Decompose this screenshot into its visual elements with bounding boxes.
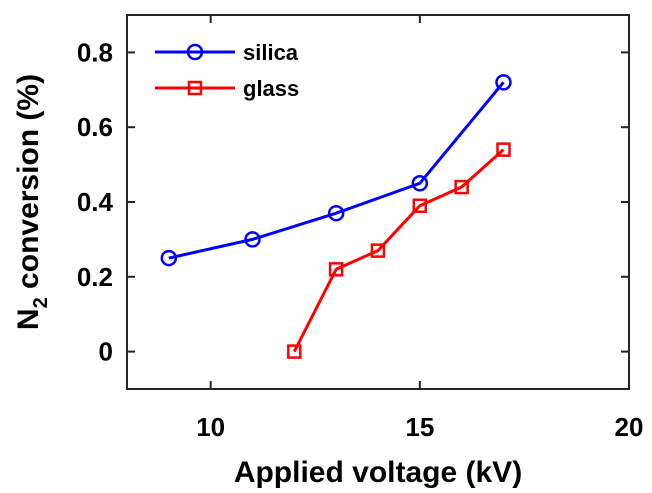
x-tick-label: 10 xyxy=(196,412,225,442)
legend-label-silica: silica xyxy=(243,40,299,65)
y-tick-label: 0.4 xyxy=(77,187,114,217)
silica-line xyxy=(168,81,505,260)
y-tick-label: 0.2 xyxy=(77,262,113,292)
y-axis-title-main: N xyxy=(12,308,45,330)
plot-frame xyxy=(126,14,630,390)
x-tick-label: 15 xyxy=(405,412,434,442)
glass-point xyxy=(287,344,302,359)
glass-point xyxy=(496,142,511,157)
series-layer xyxy=(160,74,512,359)
y-tick-label: 0.6 xyxy=(77,112,113,142)
y-axis-title-subscript: 2 xyxy=(30,297,52,308)
legend: silica glass xyxy=(155,40,299,101)
legend-marker-glass xyxy=(187,80,203,96)
legend-marker-silica xyxy=(186,43,204,61)
x-tick-label: 20 xyxy=(615,412,644,442)
x-axis-title: Applied voltage (kV) xyxy=(234,456,522,489)
glass-point xyxy=(328,262,344,277)
plot-area xyxy=(127,15,629,389)
series-silica xyxy=(160,74,512,267)
y-tick-label: 0 xyxy=(99,337,113,367)
glass-point xyxy=(370,243,386,258)
legend-label-glass: glass xyxy=(243,76,299,101)
tick-labels: 10 15 20 0 0.2 0.4 0.6 0.8 xyxy=(77,37,644,442)
legend-entry-glass: glass xyxy=(155,76,299,101)
glass-point xyxy=(454,179,469,195)
y-tick-label: 0.8 xyxy=(77,37,113,67)
silica-point xyxy=(495,74,512,91)
glass-point xyxy=(412,198,428,213)
y-axis-title-rest: conversion (%) xyxy=(12,74,45,297)
silica-point xyxy=(160,249,178,267)
series-glass xyxy=(287,142,511,359)
silica-point xyxy=(411,175,429,192)
silica-point xyxy=(327,204,345,222)
y-axis-title: N2 conversion (%) xyxy=(12,74,52,330)
silica-point xyxy=(244,231,261,248)
legend-entry-silica: silica xyxy=(155,40,299,65)
